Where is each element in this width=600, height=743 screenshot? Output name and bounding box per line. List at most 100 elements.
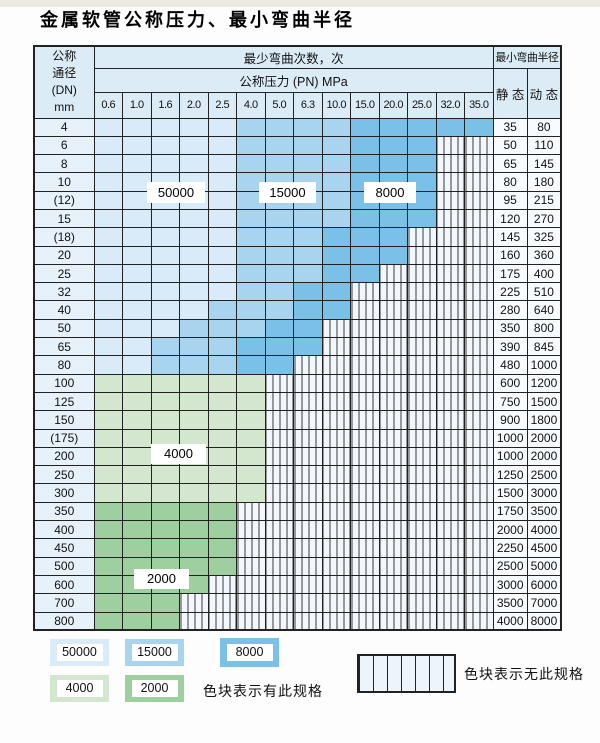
spec-cell-50000	[93, 190, 123, 210]
spec-cell-2000	[150, 520, 180, 540]
no-spec-cell	[407, 483, 437, 503]
static-value-cell: 1500	[492, 483, 528, 503]
spec-cell-8000	[293, 282, 323, 302]
spec-cell-8000	[350, 117, 380, 137]
no-spec-cell	[464, 391, 494, 412]
spec-cell-4000	[122, 410, 152, 430]
table-row: 40 280 640	[33, 300, 562, 320]
static-header: 静 态	[492, 67, 528, 119]
spec-cell-4000	[207, 446, 237, 467]
table-row: 6 50 110	[33, 135, 562, 156]
pressure-col-header: 2.5	[207, 91, 237, 119]
spec-cell-2000	[207, 501, 237, 522]
no-spec-cell	[264, 465, 294, 485]
spec-cell-8000	[264, 355, 294, 375]
no-spec-cell	[435, 501, 465, 522]
spec-cell-2000	[93, 538, 123, 558]
table-row: 20 160 360	[33, 245, 562, 265]
no-spec-cell	[350, 538, 380, 558]
no-spec-cell	[321, 574, 351, 595]
table-row: 4 35 80	[33, 117, 562, 137]
spec-cell-2000	[207, 538, 237, 558]
dynamic-value-cell: 1200	[526, 373, 562, 393]
no-spec-cell	[435, 172, 465, 192]
dn-cell: (175)	[33, 428, 95, 448]
no-spec-cell	[378, 391, 408, 412]
spec-cell-50000	[207, 117, 237, 137]
dynamic-value-cell: 4500	[526, 538, 562, 558]
spec-cell-2000	[93, 501, 123, 522]
spec-cell-50000	[122, 154, 152, 174]
static-value-cell: 2500	[492, 556, 528, 576]
legend-swatch-8000: 8000	[220, 638, 279, 667]
dn-cell: 25	[33, 263, 95, 284]
spec-cell-4000	[236, 446, 266, 467]
static-value-cell: 1000	[492, 446, 528, 467]
no-spec-cell	[435, 282, 465, 302]
zone-label-15000: 15000	[259, 182, 316, 203]
legend-swatch-label: 15000	[131, 644, 178, 661]
no-spec-cell	[179, 611, 209, 631]
no-spec-cell	[321, 337, 351, 357]
no-spec-cell	[435, 465, 465, 485]
spec-cell-8000	[407, 208, 437, 229]
dn-cell: 50	[33, 318, 95, 339]
spec-cell-2000	[179, 538, 209, 558]
no-spec-cell	[321, 428, 351, 448]
no-spec-cell	[321, 501, 351, 522]
spec-cell-4000	[236, 465, 266, 485]
no-spec-cell	[321, 593, 351, 613]
dn-cell: 10	[33, 172, 95, 192]
no-spec-cell	[350, 465, 380, 485]
spec-cell-4000	[150, 391, 180, 412]
spec-cell-50000	[122, 135, 152, 156]
no-spec-cell	[435, 190, 465, 210]
pressure-col-header: 25.0	[407, 91, 437, 119]
spec-cell-4000	[122, 373, 152, 393]
spec-cell-15000	[150, 355, 180, 375]
table-row: 150 900 1800	[33, 410, 562, 430]
spec-cell-4000	[93, 373, 123, 393]
pressure-col-header: 20.0	[378, 91, 408, 119]
pressure-col-header: 6.3	[293, 91, 323, 119]
no-spec-cell	[350, 282, 380, 302]
legend-swatch-2000: 2000	[125, 675, 184, 702]
pressure-col-header: 0.6	[93, 91, 123, 119]
no-spec-cell	[293, 373, 323, 393]
dn-cell: 150	[33, 410, 95, 430]
table-row: 450 2250 4500	[33, 538, 562, 558]
no-spec-cell	[407, 520, 437, 540]
dn-cell: 80	[33, 355, 95, 375]
spec-cell-4000	[236, 391, 266, 412]
no-spec-cell	[378, 410, 408, 430]
no-spec-cell	[264, 501, 294, 522]
spec-cell-15000	[264, 300, 294, 320]
no-spec-cell	[378, 355, 408, 375]
no-spec-cell	[464, 483, 494, 503]
dn-header-cell: 公称 通径 (DN) mm	[33, 45, 95, 119]
no-spec-cell	[407, 446, 437, 467]
no-spec-cell	[435, 446, 465, 467]
spec-cell-2000	[122, 593, 152, 613]
no-spec-cell	[464, 172, 494, 192]
no-spec-cell	[407, 391, 437, 412]
dn-header-line: (DN)	[51, 83, 77, 98]
dn-cell: (18)	[33, 227, 95, 247]
spec-cell-4000	[236, 428, 266, 448]
table-row: 80 480 1000	[33, 355, 562, 375]
no-spec-cell	[350, 318, 380, 339]
static-value-cell: 600	[492, 373, 528, 393]
spec-cell-8000	[350, 245, 380, 265]
no-spec-cell	[350, 574, 380, 595]
no-spec-cell	[407, 355, 437, 375]
spec-cell-15000	[236, 282, 266, 302]
no-spec-cell	[407, 227, 437, 247]
spec-cell-15000	[264, 135, 294, 156]
dynamic-value-cell: 1800	[526, 410, 562, 430]
spec-cell-50000	[93, 172, 123, 192]
static-value-cell: 390	[492, 337, 528, 357]
table-row: 400 2000 4000	[33, 520, 562, 540]
dynamic-value-cell: 2000	[526, 446, 562, 467]
legend-has-spec-text: 色块表示有此规格	[203, 683, 323, 699]
legend-no-spec-text: 色块表示无此规格	[464, 666, 584, 682]
